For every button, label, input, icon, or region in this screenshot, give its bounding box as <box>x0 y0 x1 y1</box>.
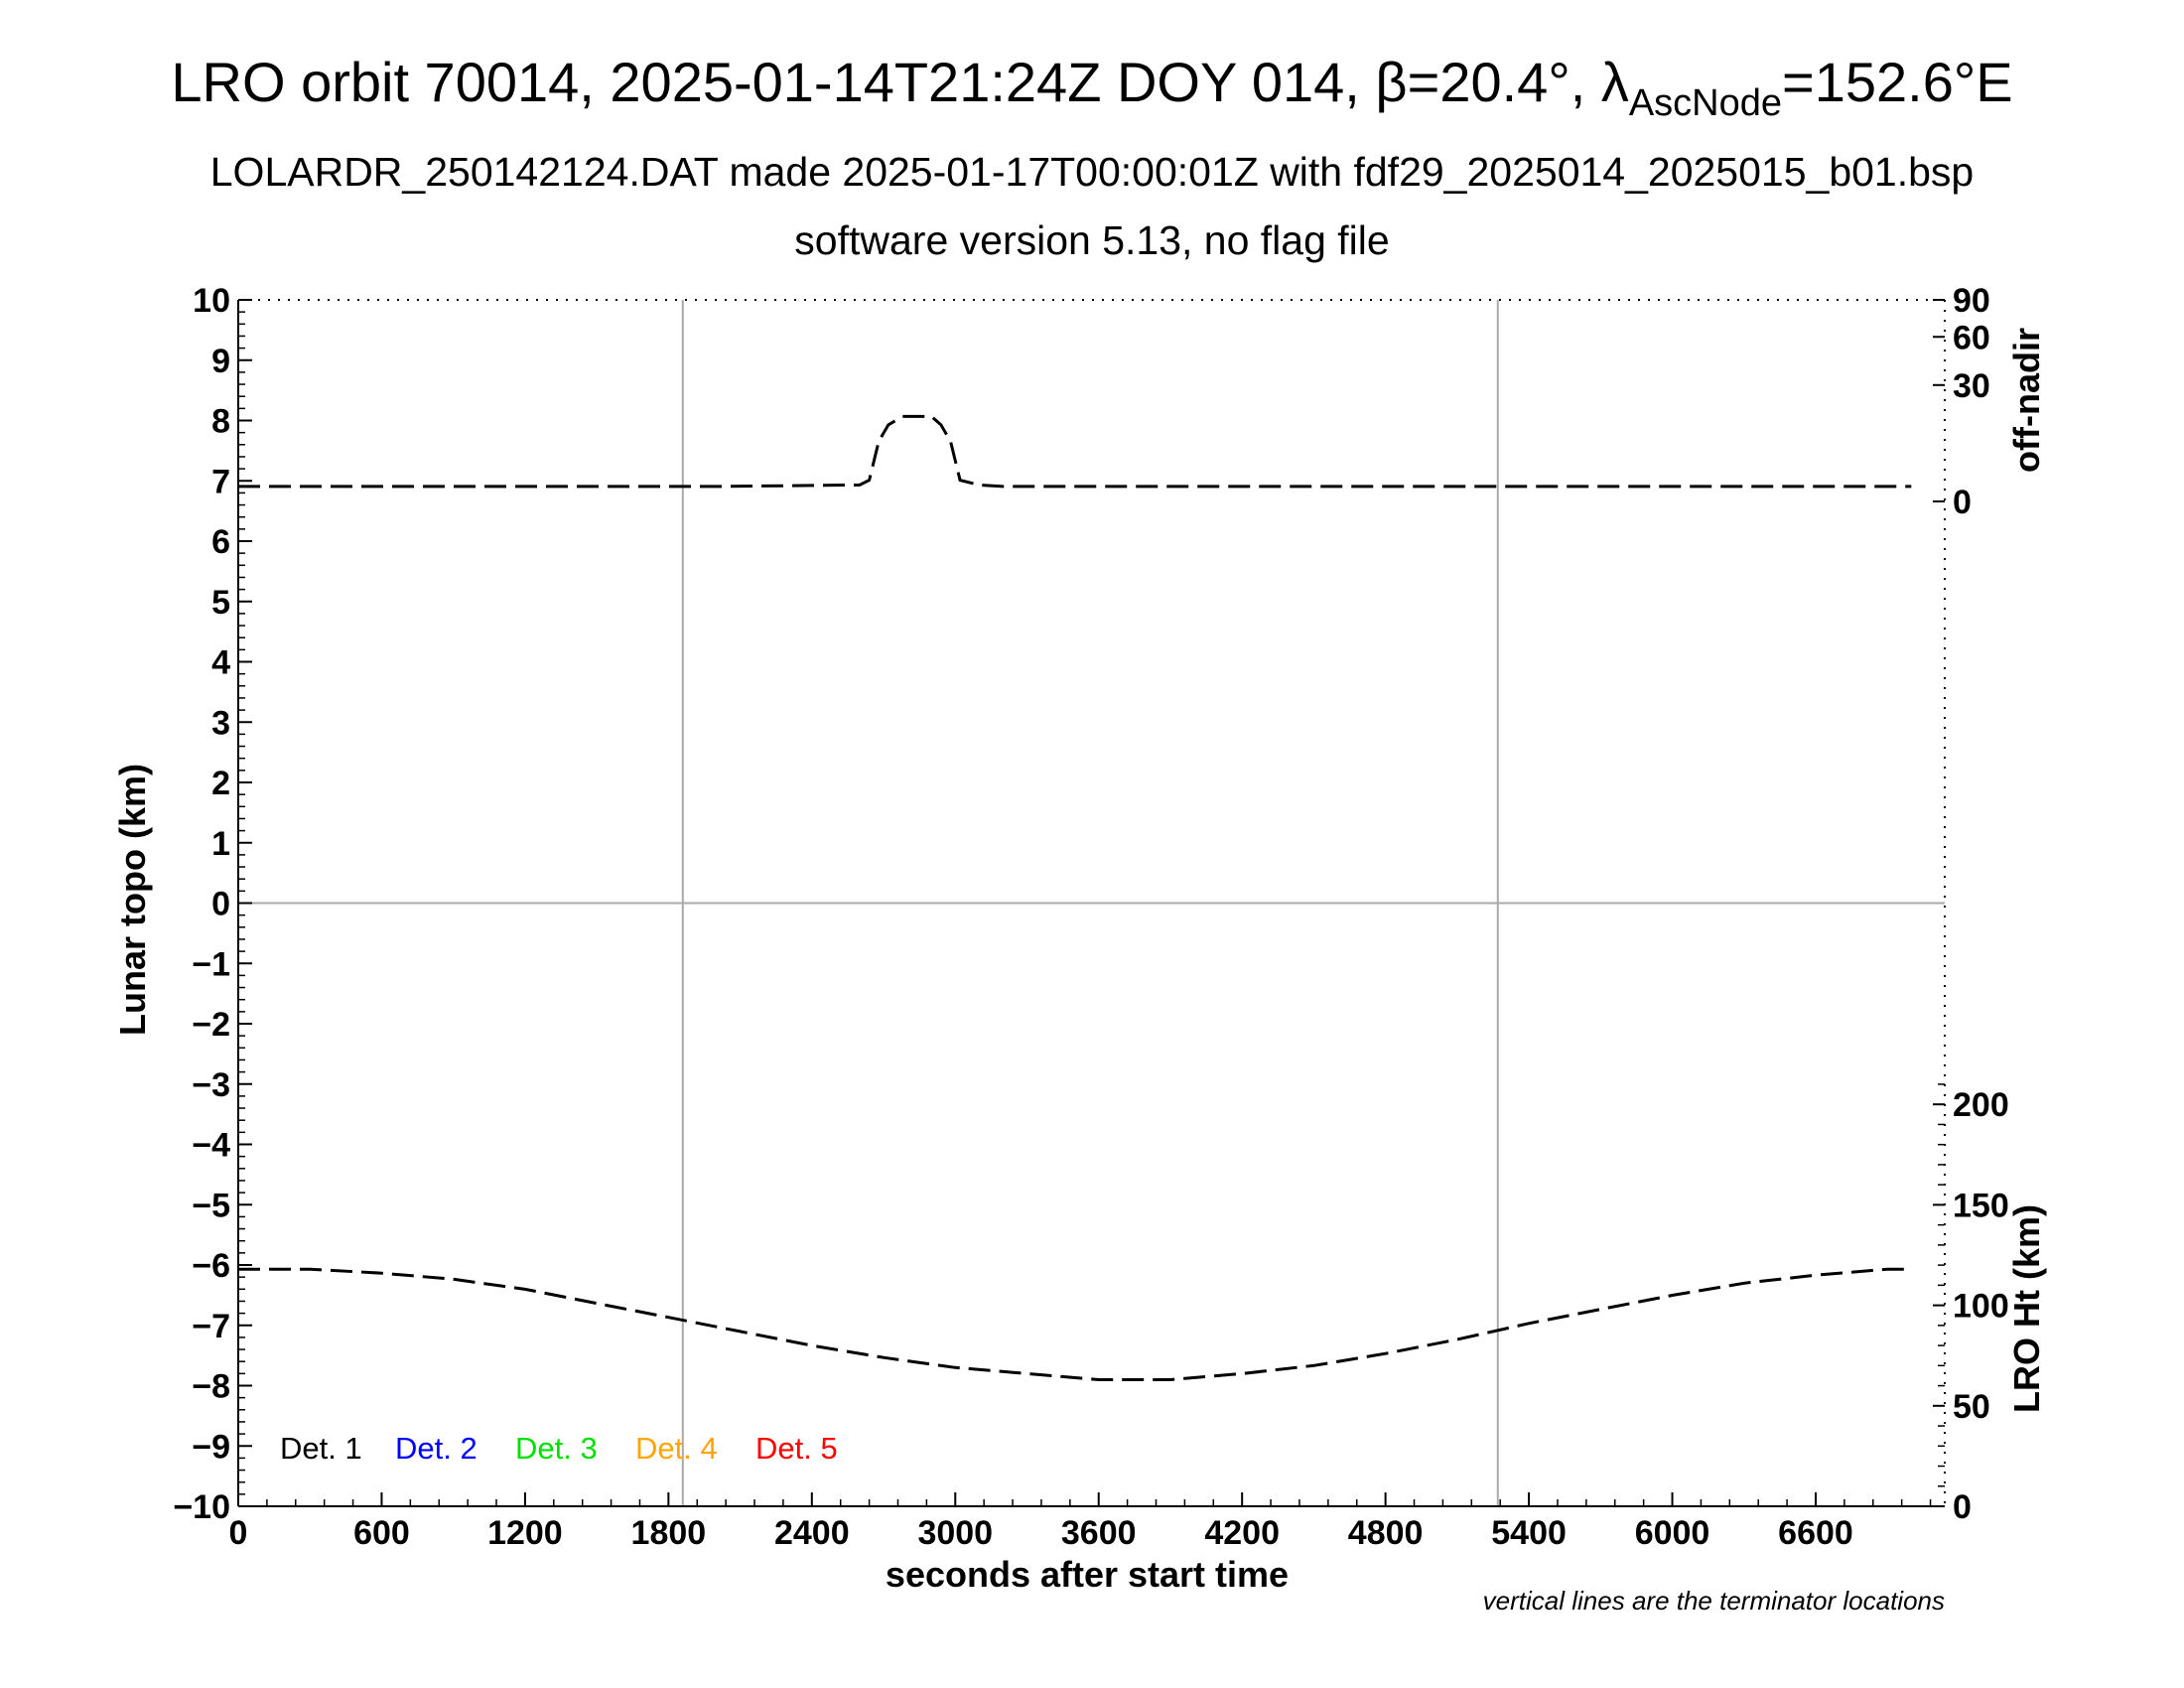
y-tick-label: −6 <box>192 1247 230 1285</box>
x-tick-label: 0 <box>229 1514 248 1552</box>
legend-entry-3: Det. 3 <box>515 1431 598 1466</box>
legend-entry-4: Det. 4 <box>635 1431 718 1466</box>
legend: Det. 1 Det. 2 Det. 3 Det. 4 Det. 5 <box>280 1431 838 1466</box>
y-tick-label: −7 <box>192 1308 230 1345</box>
chart-title-tail: =152.6°E <box>1782 51 2013 113</box>
x-tick-label: 4200 <box>1204 1514 1280 1552</box>
y-axis-label: Lunar topo (km) <box>112 764 153 1036</box>
offnadir-tick-label: 90 <box>1953 282 1990 320</box>
x-tick-label: 4800 <box>1348 1514 1424 1552</box>
x-tick-label: 1800 <box>631 1514 707 1552</box>
y-tick-label: 6 <box>211 523 230 561</box>
y-tick-label: 1 <box>211 825 230 863</box>
chart-subtitle-2: software version 5.13, no flag file <box>794 217 1389 263</box>
x-tick-label: 3600 <box>1061 1514 1137 1552</box>
grid <box>238 300 1945 1506</box>
x-tick-label: 3000 <box>917 1514 993 1552</box>
offnadir-series-line <box>238 414 1912 489</box>
chart-subtitle-1: LOLARDR_250142124.DAT made 2025-01-17T00… <box>210 149 1974 195</box>
chart-title-subscript: AscNode <box>1629 82 1782 124</box>
x-tick-label: 1200 <box>487 1514 563 1552</box>
y-tick-label: −9 <box>192 1428 230 1466</box>
y-tick-label: 7 <box>211 463 230 500</box>
height-tick-label: 200 <box>1953 1086 2009 1124</box>
x-tick-label: 2400 <box>774 1514 850 1552</box>
legend-entry-1: Det. 1 <box>280 1431 362 1466</box>
y2-axis-label-bottom: LRO Ht (km) <box>2006 1204 2047 1413</box>
height-tick-label: 50 <box>1953 1388 1990 1426</box>
y-tick-label: −2 <box>192 1006 230 1044</box>
chart-title: LRO orbit 70014, 2025-01-14T21:24Z DOY 0… <box>171 51 2012 124</box>
y-tick-label: 4 <box>211 644 230 682</box>
offnadir-tick-label: 30 <box>1953 367 1990 405</box>
height-tick-label: 100 <box>1953 1288 2009 1326</box>
y-tick-label: −3 <box>192 1066 230 1104</box>
chart-title-main: LRO orbit 70014, 2025-01-14T21:24Z DOY 0… <box>171 51 1628 113</box>
y-tick-label: 5 <box>211 584 230 622</box>
offnadir-tick-label: 0 <box>1953 484 1972 521</box>
x-axis-label: seconds after start time <box>886 1554 1289 1595</box>
y-tick-label: 9 <box>211 343 230 380</box>
height-tick-label: 150 <box>1953 1187 2009 1224</box>
legend-entry-5: Det. 5 <box>755 1431 838 1466</box>
y-tick-label: 0 <box>211 886 230 923</box>
y-tick-label: −4 <box>192 1127 230 1165</box>
x-tick-label: 600 <box>353 1514 410 1552</box>
x-tick-label: 6000 <box>1635 1514 1710 1552</box>
lro-height-series-line <box>238 1267 1912 1381</box>
y-tick-label: 3 <box>211 704 230 742</box>
y-tick-label: 10 <box>193 282 230 320</box>
offnadir-tick-label: 60 <box>1953 319 1990 356</box>
x-tick-label: 6600 <box>1778 1514 1853 1552</box>
height-tick-label: 0 <box>1953 1488 1972 1526</box>
legend-entry-2: Det. 2 <box>395 1431 478 1466</box>
x-tick-label: 5400 <box>1491 1514 1567 1552</box>
y2-axis-label-top: off-nadir <box>2006 328 2047 473</box>
y-tick-label: 2 <box>211 765 230 802</box>
terminator-note: vertical lines are the terminator locati… <box>1483 1586 1945 1616</box>
y-tick-label: −8 <box>192 1368 230 1406</box>
y-tick-label: −10 <box>173 1488 230 1526</box>
y-tick-label: −1 <box>192 945 230 983</box>
data-series <box>238 414 1912 1381</box>
y-tick-label: 8 <box>211 403 230 441</box>
y-tick-label: −5 <box>192 1187 230 1224</box>
